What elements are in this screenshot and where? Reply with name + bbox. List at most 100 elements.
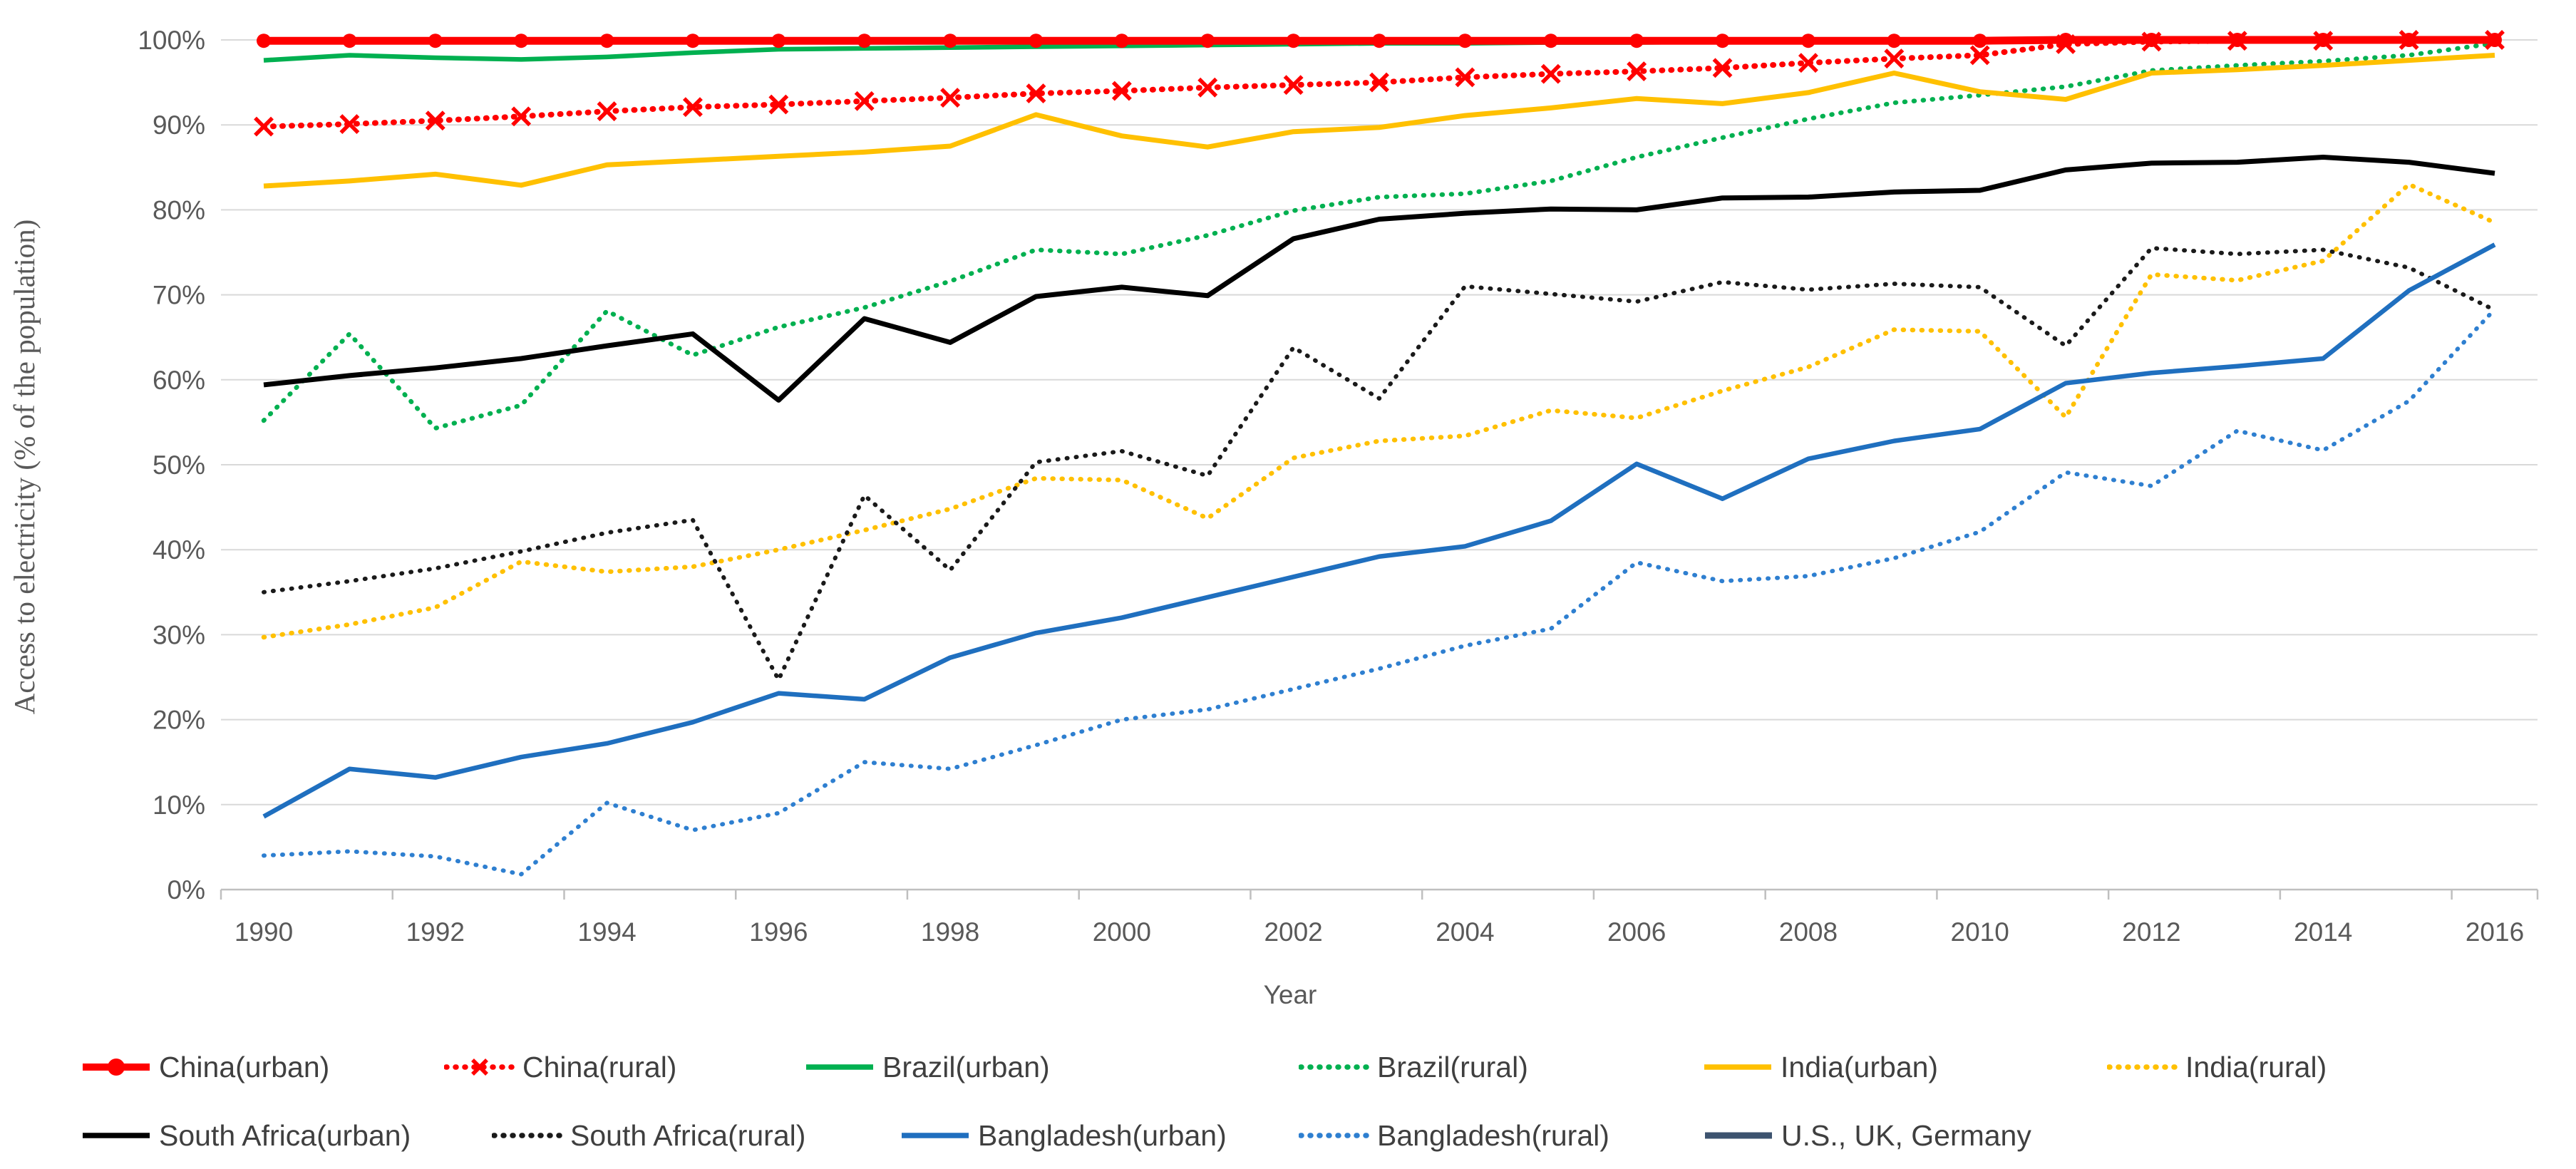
marker-x-china-rural bbox=[597, 101, 617, 122]
marker-circle-china-urban bbox=[943, 34, 958, 48]
series-line-bangladesh-urban bbox=[262, 242, 2496, 819]
series-line-south-africa-urban bbox=[263, 154, 2495, 403]
series-line-bangladesh-rural bbox=[262, 307, 2497, 877]
marker-circle-china-urban bbox=[2316, 33, 2331, 47]
legend-swatch-china-rural bbox=[444, 1059, 515, 1076]
legend-item-bangladesh-urban: Bangladesh(urban) bbox=[900, 1103, 1227, 1168]
x-tick-label: 1996 bbox=[749, 917, 808, 947]
legend-label: India(urban) bbox=[1781, 1050, 1939, 1083]
x-tick-label: 2016 bbox=[2466, 917, 2524, 947]
marker-circle-china-urban bbox=[428, 34, 443, 48]
series-line-india-urban bbox=[263, 52, 2495, 189]
marker-x-china-rural bbox=[1026, 83, 1046, 104]
legend-marker-circle bbox=[108, 1059, 125, 1076]
marker-x-china-rural bbox=[511, 106, 532, 127]
x-tick-label: 2006 bbox=[1607, 917, 1666, 947]
line-chart: 0%10%20%30%40%50%60%70%80%90%100% 1990 19… bbox=[8, 26, 2539, 1009]
marker-circle-china-urban bbox=[514, 34, 529, 48]
legend-label: South Africa(urban) bbox=[159, 1118, 411, 1152]
marker-x-china-rural bbox=[1712, 58, 1733, 78]
series-line-south-africa-rural bbox=[262, 246, 2497, 682]
gridlines: 0% 10% 20% 30% 40% 50% 60% 70% 80% 90% 100% bbox=[138, 26, 2538, 905]
legend-label: Brazil(urban) bbox=[882, 1050, 1050, 1083]
marker-x-china-rural bbox=[425, 110, 445, 131]
y-tick-label: 20% bbox=[153, 706, 205, 735]
marker-x-china-rural bbox=[1197, 77, 1218, 98]
x-tick-label: 2014 bbox=[2294, 917, 2352, 947]
y-axis-title: Access to electricity (% of the populati… bbox=[8, 220, 41, 714]
marker-x-china-rural bbox=[854, 91, 875, 111]
y-tick-label: 30% bbox=[153, 620, 205, 649]
axes: 1990 1992 1994 1996 1998 2000 2002 2004 2006 2008… bbox=[220, 888, 2539, 947]
x-tick-label: 2012 bbox=[2122, 917, 2180, 947]
x-tick-label: 1992 bbox=[406, 917, 465, 947]
legend-label: China(urban) bbox=[159, 1050, 330, 1083]
legend-label: South Africa(rural) bbox=[570, 1118, 806, 1152]
legend-swatch-india-rural bbox=[2107, 1064, 2178, 1070]
marker-circle-china-urban bbox=[1114, 34, 1129, 48]
y-tick-label: 80% bbox=[153, 195, 205, 225]
marker-circle-china-urban bbox=[1715, 34, 1730, 48]
marker-circle-china-urban bbox=[1887, 34, 1902, 48]
legend-item-south-africa-rural: South Africa(rural) bbox=[492, 1103, 805, 1168]
legend-item-india-rural: India(rural) bbox=[2107, 1035, 2327, 1099]
legend-item-china-rural: China(rural) bbox=[444, 1035, 676, 1099]
legend-row: South Africa(urban) South Africa(rural) Ba… bbox=[0, 1103, 2576, 1168]
marker-circle-china-urban bbox=[1029, 34, 1044, 48]
marker-circle-china-urban bbox=[1372, 34, 1386, 48]
marker-x-china-rural bbox=[1884, 48, 1905, 69]
marker-x-china-rural bbox=[682, 97, 703, 118]
x-tick-label: 1998 bbox=[921, 917, 979, 947]
marker-circle-china-urban bbox=[599, 34, 614, 48]
legend-swatch-south-africa-urban bbox=[83, 1133, 150, 1138]
legend-swatch-brazil-urban bbox=[806, 1064, 873, 1070]
legend-item-india-urban: India(urban) bbox=[1702, 1035, 1938, 1099]
marker-circle-china-urban bbox=[2230, 33, 2245, 47]
marker-x-china-rural bbox=[1798, 53, 1818, 73]
legend-marker-x bbox=[471, 1059, 488, 1076]
marker-x-china-rural bbox=[1627, 61, 1647, 82]
x-tick-label: 2000 bbox=[1093, 917, 1151, 947]
legend-label: Brazil(rural) bbox=[1377, 1050, 1528, 1083]
marker-circle-china-urban bbox=[2059, 33, 2073, 47]
legend-label: India(rural) bbox=[2185, 1050, 2327, 1083]
legend-item-brazil-rural: Brazil(rural) bbox=[1299, 1035, 1528, 1099]
legend-swatch-u-s-uk-germany bbox=[1705, 1132, 1772, 1139]
legend-swatch-india-urban bbox=[1704, 1064, 1771, 1070]
marker-x-china-rural bbox=[1540, 63, 1561, 84]
legend-item-bangladesh-rural: Bangladesh(rural) bbox=[1299, 1103, 1609, 1168]
x-axis-title: Year bbox=[1264, 980, 1317, 1009]
marker-x-china-rural bbox=[254, 116, 274, 137]
series-line-brazil-rural bbox=[261, 41, 2498, 431]
marker-circle-china-urban bbox=[1543, 34, 1558, 48]
legend-item-china-urban: China(urban) bbox=[81, 1035, 329, 1099]
x-tick-label: 2002 bbox=[1264, 917, 1322, 947]
marker-x-china-rural bbox=[940, 88, 961, 108]
legend-item-brazil-urban: Brazil(urban) bbox=[804, 1035, 1050, 1099]
x-tick-label: 2010 bbox=[1951, 917, 2009, 947]
legend-label: China(rural) bbox=[522, 1050, 677, 1083]
marker-circle-china-urban bbox=[1629, 34, 1644, 48]
marker-circle-china-urban bbox=[257, 34, 271, 48]
marker-x-china-rural bbox=[1283, 75, 1304, 96]
marker-x-china-rural bbox=[1455, 67, 1475, 88]
marker-x-china-rural bbox=[768, 94, 789, 115]
marker-circle-china-urban bbox=[342, 34, 357, 48]
y-tick-label: 10% bbox=[153, 791, 205, 820]
marker-x-china-rural bbox=[1369, 72, 1389, 93]
x-tick-label: 1990 bbox=[235, 917, 293, 947]
marker-circle-china-urban bbox=[771, 34, 786, 48]
x-tick-label: 2004 bbox=[1436, 917, 1494, 947]
y-tick-label: 70% bbox=[153, 281, 205, 310]
marker-circle-china-urban bbox=[1972, 34, 1987, 48]
legend-item-u-s-uk-germany: U.S., UK, Germany bbox=[1703, 1103, 2031, 1168]
series-lines bbox=[254, 30, 2505, 877]
y-tick-label: 0% bbox=[168, 875, 205, 905]
y-tick-label: 90% bbox=[153, 110, 205, 140]
legend: China(urban) China(rural) Brazil(urban) Bra… bbox=[0, 1035, 2576, 1169]
marker-x-china-rural bbox=[1969, 45, 1990, 66]
marker-circle-china-urban bbox=[1458, 34, 1473, 48]
y-tick-label: 50% bbox=[153, 450, 205, 480]
y-tick-label: 100% bbox=[138, 26, 205, 55]
